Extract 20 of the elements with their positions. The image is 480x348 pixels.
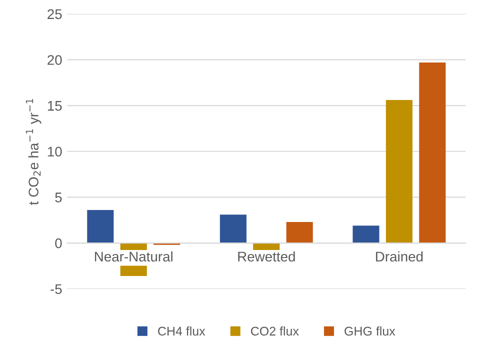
y-tick-label: 0 bbox=[55, 238, 62, 248]
y-tick-label: 10 bbox=[48, 146, 62, 157]
legend-label: CO2 flux bbox=[250, 326, 299, 336]
y-tick-label: -5 bbox=[50, 284, 62, 294]
y-tick-label: 20 bbox=[48, 55, 62, 65]
legend-label: GHG flux bbox=[344, 326, 396, 336]
bar bbox=[419, 62, 446, 244]
legend-label: CH4 flux bbox=[158, 326, 206, 336]
y-tick-label: 15 bbox=[48, 101, 62, 111]
y-tick-label: 5 bbox=[55, 192, 62, 202]
bar bbox=[386, 100, 412, 244]
y-tick-label: 25 bbox=[48, 9, 62, 20]
x-tick-label: Near-Natural bbox=[94, 251, 172, 262]
x-tick-label: Rewetted bbox=[238, 251, 295, 262]
x-tick-label: Drained bbox=[376, 251, 423, 262]
bar bbox=[286, 222, 313, 244]
bar bbox=[352, 226, 380, 244]
bar bbox=[220, 214, 246, 244]
bar bbox=[87, 210, 114, 244]
y-axis-title: t CO$_{2}$e ha$^{−1}$ yr$^{−1}$ bbox=[26, 99, 42, 205]
